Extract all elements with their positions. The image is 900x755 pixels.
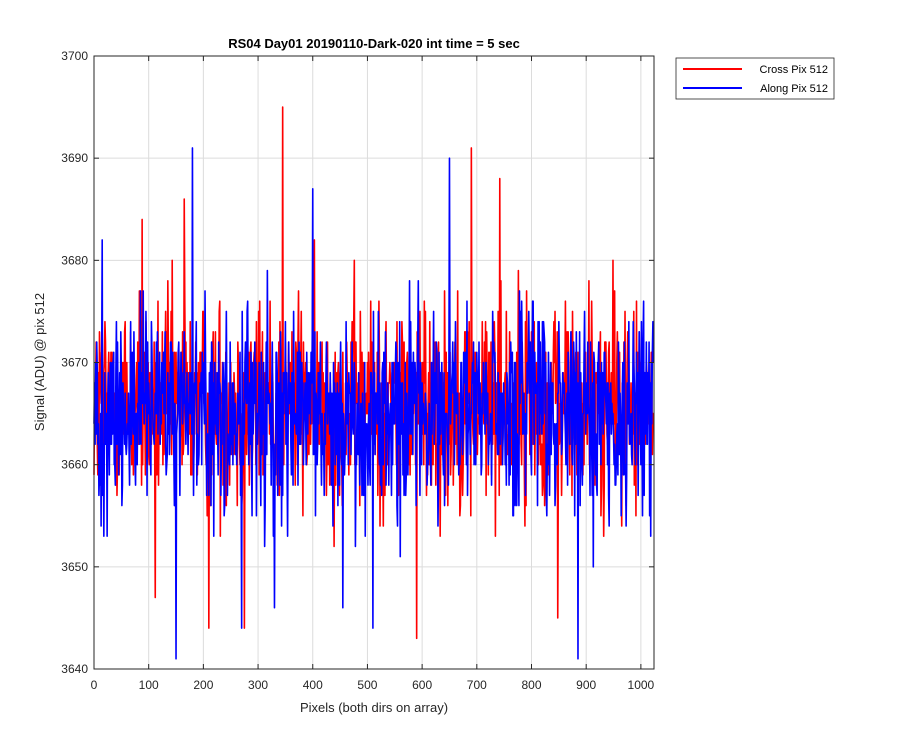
y-tick-label: 3680 bbox=[61, 253, 88, 267]
x-tick-label: 300 bbox=[248, 678, 268, 692]
chart-title: RS04 Day01 20190110-Dark-020 int time = … bbox=[228, 36, 520, 51]
y-axis-label: Signal (ADU) @ pix 512 bbox=[32, 293, 47, 431]
series-line-1 bbox=[93, 147, 655, 660]
y-tick-label: 3690 bbox=[61, 151, 88, 165]
x-axis-label: Pixels (both dirs on array) bbox=[300, 700, 448, 715]
legend: Cross Pix 512 Along Pix 512 bbox=[675, 57, 835, 100]
y-tick-label: 3670 bbox=[61, 356, 88, 370]
x-tick-label: 100 bbox=[139, 678, 159, 692]
legend-box bbox=[675, 57, 835, 100]
y-tick-label: 3660 bbox=[61, 458, 88, 472]
legend-label-along: Along Pix 512 bbox=[760, 83, 828, 95]
y-tick-label: 3650 bbox=[61, 560, 88, 574]
x-axis: 0 100 200 300 400 500 600 700 800 900 1000 bbox=[91, 56, 655, 692]
series-layer bbox=[93, 106, 655, 660]
x-tick-label: 500 bbox=[357, 678, 377, 692]
x-tick-label: 700 bbox=[467, 678, 487, 692]
x-tick-label: 800 bbox=[521, 678, 541, 692]
x-tick-label: 600 bbox=[412, 678, 432, 692]
y-tick-label: 3640 bbox=[61, 662, 88, 676]
y-tick-label: 3700 bbox=[61, 49, 88, 63]
legend-label-cross: Cross Pix 512 bbox=[760, 64, 828, 76]
x-tick-label: 1000 bbox=[628, 678, 655, 692]
y-axis: 3640 3650 3660 3670 3680 3690 3700 bbox=[61, 49, 654, 676]
x-tick-label: 0 bbox=[91, 678, 98, 692]
x-tick-label: 200 bbox=[193, 678, 213, 692]
x-tick-label: 400 bbox=[303, 678, 323, 692]
x-tick-label: 900 bbox=[576, 678, 596, 692]
